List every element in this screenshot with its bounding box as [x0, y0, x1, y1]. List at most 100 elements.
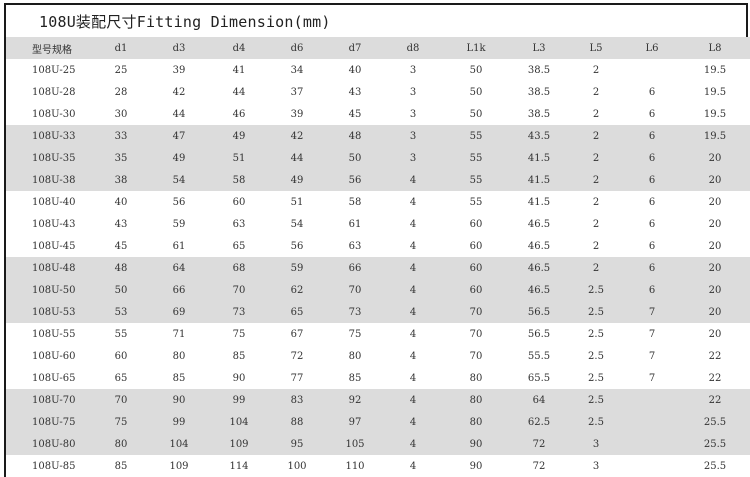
table-row: 108U-30 30 44 46 39 45 3 50 38.5 2 6 19.5 [6, 103, 750, 125]
table-row: 108U-25 25 39 41 34 40 3 50 38.5 2 19.5 [6, 59, 750, 81]
dimension-cell: 70 [94, 389, 148, 411]
dimension-cell: 75 [210, 323, 268, 345]
dimension-cell: 56 [326, 169, 384, 191]
dimension-cell: 75 [94, 411, 148, 433]
dimension-cell: 41.5 [510, 169, 568, 191]
dimension-cell: 49 [210, 125, 268, 147]
dimension-cell: 22 [680, 389, 750, 411]
dimension-cell: 68 [210, 257, 268, 279]
dimension-cell: 63 [326, 235, 384, 257]
model-cell: 108U-35 [6, 147, 94, 169]
dimension-cell: 64 [148, 257, 210, 279]
dimension-cell: 34 [268, 59, 326, 81]
dimension-cell: 85 [94, 455, 148, 477]
dimension-cell: 51 [268, 191, 326, 213]
dimension-cell: 70 [442, 301, 510, 323]
dimension-cell: 110 [326, 455, 384, 477]
dimension-cell: 3 [384, 103, 442, 125]
dimension-cell: 44 [210, 81, 268, 103]
dimension-cell: 43 [94, 213, 148, 235]
column-header: L3 [510, 37, 568, 59]
dimension-cell: 90 [442, 455, 510, 477]
model-cell: 108U-38 [6, 169, 94, 191]
dimension-cell: 39 [148, 59, 210, 81]
dimension-cell: 2 [568, 257, 624, 279]
dimension-cell: 19.5 [680, 59, 750, 81]
dimension-cell: 3 [384, 59, 442, 81]
dimension-cell: 41.5 [510, 147, 568, 169]
dimension-cell [624, 433, 680, 455]
dimension-cell: 66 [148, 279, 210, 301]
dimension-cell: 80 [148, 345, 210, 367]
dimension-cell [624, 455, 680, 477]
dimension-cell: 75 [326, 323, 384, 345]
dimension-cell: 64 [510, 389, 568, 411]
column-header: d7 [326, 37, 384, 59]
dimension-cell: 2.5 [568, 279, 624, 301]
dimension-cell: 19.5 [680, 103, 750, 125]
dimension-cell: 61 [326, 213, 384, 235]
dimension-cell: 4 [384, 323, 442, 345]
model-cell: 108U-70 [6, 389, 94, 411]
dimension-cell: 4 [384, 345, 442, 367]
dimension-cell: 6 [624, 191, 680, 213]
table-row: 108U-33 33 47 49 42 48 3 55 43.5 2 6 19.5 [6, 125, 750, 147]
dimension-cell: 3 [384, 125, 442, 147]
dimension-cell: 51 [210, 147, 268, 169]
table-body: 108U-25 25 39 41 34 40 3 50 38.5 2 19.5 108U-28 28 42… [6, 59, 750, 477]
dimension-cell: 59 [268, 257, 326, 279]
dimension-cell: 54 [148, 169, 210, 191]
dimension-cell: 72 [268, 345, 326, 367]
dimension-cell: 42 [268, 125, 326, 147]
dimension-cell: 4 [384, 367, 442, 389]
dimension-cell: 53 [94, 301, 148, 323]
dimension-cell: 3 [568, 455, 624, 477]
dimension-cell: 70 [326, 279, 384, 301]
dimension-cell: 4 [384, 301, 442, 323]
dimension-cell: 104 [148, 433, 210, 455]
dimension-cell: 4 [384, 389, 442, 411]
model-cell: 108U-60 [6, 345, 94, 367]
dimension-cell: 2 [568, 125, 624, 147]
model-cell: 108U-80 [6, 433, 94, 455]
dimension-cell: 49 [268, 169, 326, 191]
model-cell: 108U-85 [6, 455, 94, 477]
dimension-cell: 7 [624, 301, 680, 323]
dimension-cell: 6 [624, 257, 680, 279]
column-header: d1 [94, 37, 148, 59]
dimension-cell: 22 [680, 345, 750, 367]
dimension-cell [624, 59, 680, 81]
dimension-cell: 38.5 [510, 81, 568, 103]
dimension-cell: 50 [94, 279, 148, 301]
dimension-cell: 85 [210, 345, 268, 367]
dimension-cell: 2 [568, 169, 624, 191]
dimension-cell: 90 [210, 367, 268, 389]
dimension-cell: 85 [326, 367, 384, 389]
dimension-cell: 2 [568, 191, 624, 213]
dimension-cell: 49 [148, 147, 210, 169]
dimension-cell: 46 [210, 103, 268, 125]
table-row: 108U-48 48 64 68 59 66 4 60 46.5 2 6 20 [6, 257, 750, 279]
dimension-cell: 19.5 [680, 81, 750, 103]
dimension-cell: 65 [210, 235, 268, 257]
dimension-cell [624, 389, 680, 411]
dimension-cell: 2 [568, 147, 624, 169]
dimension-cell: 41 [210, 59, 268, 81]
dimension-cell: 58 [326, 191, 384, 213]
dimension-cell: 69 [148, 301, 210, 323]
dimension-cell: 56 [268, 235, 326, 257]
table-row: 108U-28 28 42 44 37 43 3 50 38.5 2 6 19.5 [6, 81, 750, 103]
dimension-cell: 41.5 [510, 191, 568, 213]
dimension-cell: 20 [680, 301, 750, 323]
dimension-cell: 20 [680, 169, 750, 191]
dimension-cell: 4 [384, 433, 442, 455]
table-row: 108U-60 60 80 85 72 80 4 70 55.5 2.5 7 22 [6, 345, 750, 367]
fitting-dimension-panel: 108U装配尺寸Fitting Dimension(mm) 型号规格 d1 d3… [4, 3, 750, 477]
dimension-cell: 38 [94, 169, 148, 191]
dimension-cell: 2 [568, 213, 624, 235]
dimension-cell: 46.5 [510, 279, 568, 301]
dimension-cell: 4 [384, 191, 442, 213]
dimension-cell: 6 [624, 235, 680, 257]
column-header: L8 [680, 37, 750, 59]
model-cell: 108U-30 [6, 103, 94, 125]
